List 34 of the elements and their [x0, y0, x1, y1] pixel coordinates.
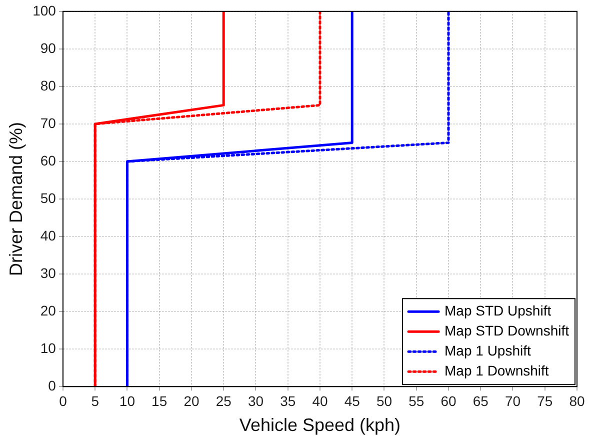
- x-tick-label: 65: [472, 392, 489, 409]
- legend-label: Map STD Upshift: [444, 302, 552, 318]
- y-tick-label: 100: [32, 2, 56, 18]
- y-axis-title: Driver Demand (%): [6, 122, 26, 276]
- y-tick-label: 20: [40, 302, 56, 318]
- x-axis-title: Vehicle Speed (kph): [239, 415, 401, 436]
- legend-label: Map 1 Downshift: [444, 362, 549, 378]
- x-tick-label: 15: [152, 392, 168, 409]
- x-tick-label: 80: [569, 392, 585, 409]
- x-tick-label: 45: [344, 392, 360, 409]
- legend-label: Map 1 Upshift: [444, 342, 531, 358]
- x-tick-label: 25: [216, 392, 232, 409]
- x-tick-label: 60: [440, 392, 456, 409]
- x-tick-label: 35: [280, 392, 296, 409]
- y-tick-label: 0: [48, 377, 56, 394]
- x-tick-label: 40: [312, 392, 328, 409]
- x-tick-label: 10: [119, 392, 136, 409]
- y-tick-label: 40: [40, 227, 56, 244]
- y-tick-label: 90: [40, 40, 56, 56]
- y-tick-label: 60: [40, 152, 56, 168]
- x-tick-label: 5: [91, 392, 100, 409]
- y-tick-label: 10: [40, 340, 56, 356]
- y-tick-label: 50: [40, 190, 56, 206]
- legend-label: Map STD Downshift: [444, 322, 570, 338]
- x-tick-label: 0: [59, 392, 68, 409]
- y-tick-label: 80: [40, 77, 56, 94]
- y-tick-label: 30: [40, 264, 56, 281]
- x-tick-label: 30: [248, 392, 264, 409]
- x-tick-label: 50: [376, 392, 392, 409]
- x-tick-label: 20: [184, 392, 200, 409]
- x-tick-label: 70: [504, 392, 521, 409]
- y-tick-label: 70: [40, 114, 56, 131]
- x-tick-label: 55: [408, 392, 424, 409]
- x-tick-label: 75: [537, 392, 553, 409]
